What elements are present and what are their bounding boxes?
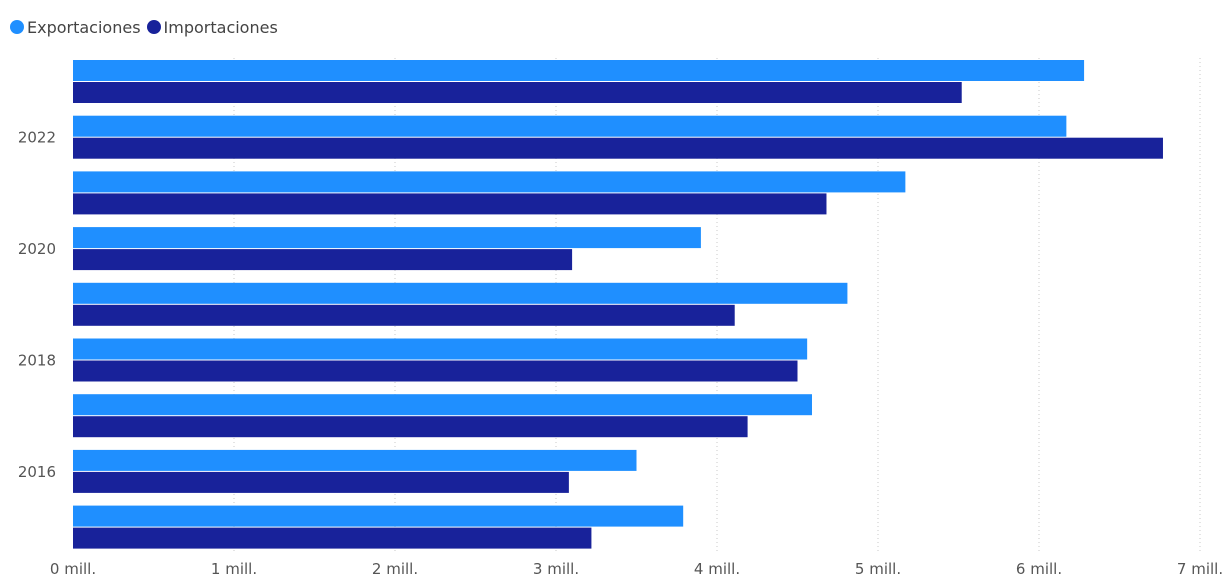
bar-importaciones-2018[interactable]: [73, 360, 798, 382]
x-tick-label: 1 mill.: [211, 560, 257, 578]
legend-item-importaciones[interactable]: Importaciones: [146, 17, 278, 37]
y-tick-label-2020: 2020: [18, 240, 56, 258]
legend-marker-exportaciones: [10, 20, 24, 34]
x-tick-label: 3 mill.: [533, 560, 579, 578]
bar-importaciones-2022[interactable]: [73, 137, 1163, 159]
legend-label-importaciones: Importaciones: [163, 17, 278, 37]
bar-exportaciones-2015[interactable]: [73, 505, 684, 527]
x-tick-label: 0 mill.: [50, 560, 96, 578]
legend-label-exportaciones: Exportaciones: [27, 17, 141, 37]
bar-importaciones-2020[interactable]: [73, 249, 573, 271]
x-tick-label: 2 mill.: [372, 560, 418, 578]
bar-exportaciones-2019[interactable]: [73, 282, 848, 304]
x-tick-label: 4 mill.: [694, 560, 740, 578]
bar-exportaciones-2023[interactable]: [73, 60, 1085, 81]
bar-importaciones-2016[interactable]: [73, 471, 569, 493]
bar-exportaciones-2021[interactable]: [73, 171, 906, 193]
bar-importaciones-2023[interactable]: [73, 82, 962, 103]
y-tick-label-2018: 2018: [18, 352, 56, 370]
bar-exportaciones-2016[interactable]: [73, 449, 637, 471]
bar-exportaciones-2017[interactable]: [73, 394, 812, 416]
bar-importaciones-2017[interactable]: [73, 416, 748, 438]
bar-importaciones-2015[interactable]: [73, 527, 592, 549]
x-tick-label: 5 mill.: [855, 560, 901, 578]
bar-importaciones-2021[interactable]: [73, 193, 827, 215]
legend-marker-importaciones: [146, 20, 161, 34]
bar-exportaciones-2020[interactable]: [73, 227, 701, 249]
bar-exportaciones-2018[interactable]: [73, 338, 808, 360]
x-tick-label: 6 mill.: [1016, 560, 1062, 578]
legend-item-exportaciones[interactable]: Exportaciones: [10, 18, 141, 37]
y-tick-label-2022: 2022: [18, 129, 56, 147]
chart-legend: Exportaciones Importaciones: [10, 14, 278, 40]
x-tick-label: 7 mill.: [1177, 560, 1223, 578]
y-tick-label-2016: 2016: [18, 463, 56, 481]
bar-importaciones-2019[interactable]: [73, 304, 735, 326]
bar-exportaciones-2022[interactable]: [73, 115, 1067, 137]
